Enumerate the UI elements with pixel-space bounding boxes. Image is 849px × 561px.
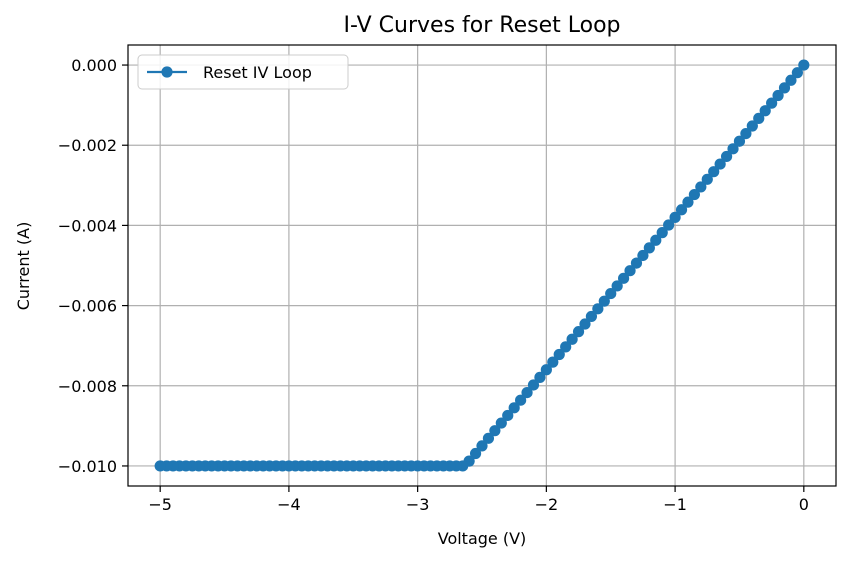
data-point	[630, 257, 643, 269]
legend-box	[137, 54, 349, 90]
data-point	[515, 394, 527, 406]
data-point	[708, 166, 720, 178]
legend-marker	[161, 66, 173, 78]
y-tick-label: −0.002	[58, 136, 117, 155]
data-point	[637, 249, 649, 262]
x-tick-label: −5	[148, 495, 172, 514]
x-tick-label: −2	[535, 495, 559, 514]
data-point	[643, 242, 655, 254]
data-point	[579, 318, 591, 330]
x-tick-label: −3	[406, 495, 430, 514]
data-point	[592, 303, 604, 315]
y-tick-label: −0.004	[58, 216, 117, 235]
data-point	[733, 135, 746, 147]
data-point	[489, 425, 501, 437]
data-point	[566, 333, 578, 345]
y-tick-label: 0.000	[71, 56, 117, 75]
data-point	[611, 280, 623, 292]
y-tick-label: −0.006	[58, 297, 117, 316]
legend: Reset IV Loop	[137, 54, 349, 90]
data-point	[482, 432, 495, 444]
data-point	[759, 105, 771, 117]
data-point	[572, 326, 585, 338]
data-point	[605, 287, 617, 300]
data-point	[495, 417, 507, 429]
data-point	[798, 59, 810, 71]
data-point	[669, 211, 681, 223]
x-tick-label: 0	[799, 495, 809, 514]
data-point	[624, 265, 636, 277]
x-tick-label: −4	[277, 495, 301, 514]
data-point	[508, 402, 520, 414]
chart-title: I-V Curves for Reset Loop	[344, 13, 621, 38]
data-point	[534, 371, 546, 383]
data-point	[714, 158, 726, 170]
data-point	[695, 181, 707, 193]
data-point	[560, 341, 572, 353]
legend-label: Reset IV Loop	[203, 63, 312, 82]
data-point	[778, 82, 791, 94]
data-point	[675, 204, 688, 216]
data-point	[746, 120, 758, 132]
data-point	[618, 272, 630, 284]
data-point	[727, 143, 739, 155]
data-point	[469, 447, 482, 460]
data-point	[650, 234, 662, 246]
data-point	[527, 379, 540, 391]
x-tick-label: −1	[663, 495, 687, 514]
axes-frame	[127, 44, 837, 487]
data-point	[785, 74, 797, 86]
y-tick-label: −0.010	[58, 457, 117, 476]
data-point	[701, 173, 713, 185]
data-point	[766, 97, 778, 109]
data-point	[682, 196, 694, 208]
data-point	[740, 128, 752, 140]
data-point	[663, 219, 675, 231]
data-point	[521, 386, 533, 399]
plot-area: −5 −4 −3 −2 −1 0 0.000 −0.002 −0.004 −0.006 −0.008…	[58, 44, 837, 514]
data-point	[547, 356, 559, 368]
data-point	[154, 460, 166, 472]
data-point	[772, 89, 784, 102]
data-point	[553, 348, 565, 361]
data-point	[476, 440, 488, 452]
series-reset-iv-loop	[154, 59, 810, 472]
data-point	[502, 409, 514, 422]
y-tick-label: −0.008	[58, 377, 117, 396]
data-point	[540, 364, 552, 376]
data-point	[791, 67, 803, 79]
data-point	[688, 188, 701, 201]
data-point	[585, 310, 598, 323]
data-point	[753, 112, 765, 124]
data-point	[720, 150, 733, 163]
x-axis-label: Voltage (V)	[438, 529, 527, 548]
data-point	[656, 227, 668, 239]
data-point	[598, 295, 610, 307]
y-axis-label: Current (A)	[14, 222, 33, 311]
